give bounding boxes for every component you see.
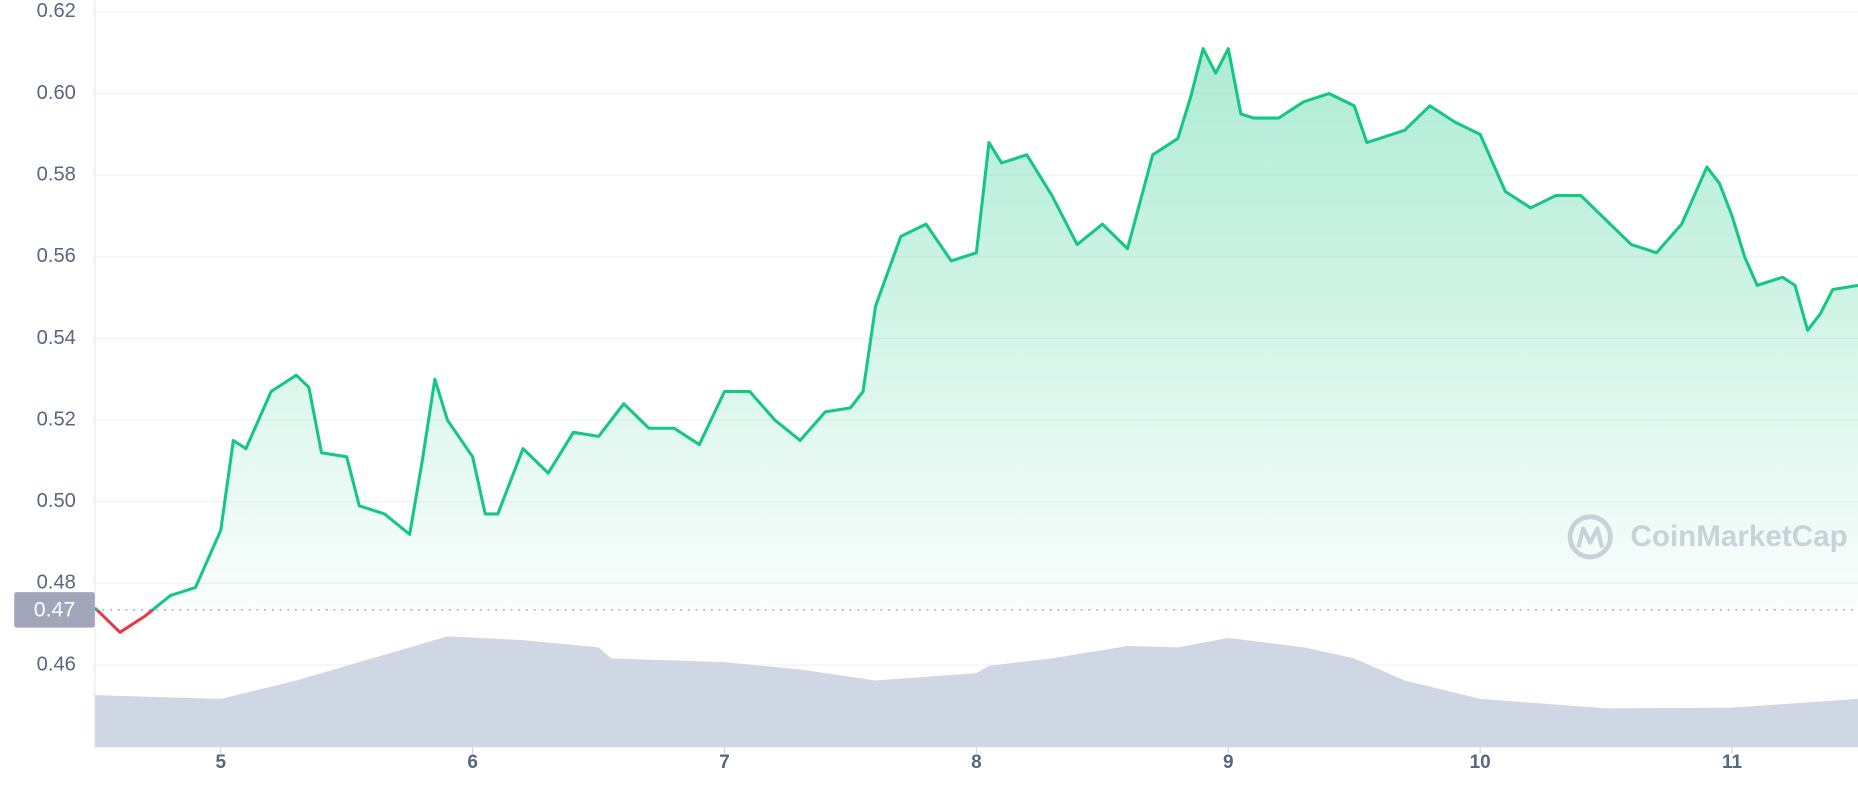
x-tick-label: 6	[467, 752, 478, 773]
x-tick-label: 11	[1722, 752, 1742, 773]
price-line	[93, 47, 1858, 634]
x-tick-label: 9	[1223, 752, 1234, 773]
baseline-label: 0.47	[34, 598, 75, 622]
y-tick-label: 0.46	[37, 653, 76, 675]
x-tick-label: 8	[971, 752, 982, 773]
y-tick-label: 0.60	[37, 82, 76, 104]
price-area	[94, 48, 1858, 610]
x-tick-label: 7	[719, 752, 730, 773]
y-tick-label: 0.54	[37, 327, 76, 349]
y-tick-label: 0.56	[37, 245, 76, 267]
y-tick-label: 0.52	[37, 408, 76, 430]
volume-area	[94, 636, 1858, 747]
x-tick-label: 10	[1470, 752, 1491, 773]
y-tick-label: 0.62	[37, 0, 76, 22]
y-tick-label: 0.48	[37, 572, 76, 594]
y-tick-label: 0.58	[37, 164, 76, 186]
y-tick-label: 0.50	[37, 490, 76, 512]
baseline-label-box	[14, 592, 95, 628]
watermark-text: CoinMarketCap	[1630, 520, 1847, 553]
watermark: CoinMarketCap	[1567, 514, 1848, 560]
x-tick-label: 5	[215, 752, 226, 773]
